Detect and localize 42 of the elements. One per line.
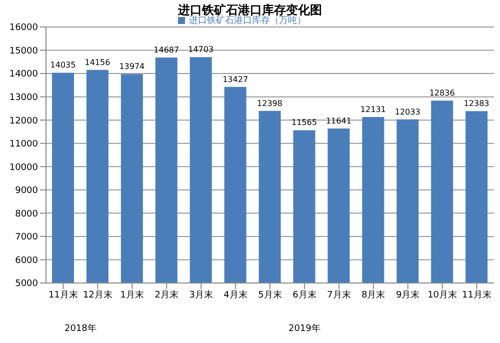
x-tick-label: 7月末	[327, 289, 351, 300]
y-tick-label: 8000	[15, 209, 38, 220]
data-label: 12398	[257, 98, 282, 108]
data-label: 12131	[360, 105, 386, 114]
data-label: 12383	[464, 99, 490, 108]
data-label: 11641	[326, 116, 352, 126]
x-tick-label: 5月末	[258, 289, 282, 300]
y-tick-label: 9000	[15, 186, 38, 196]
legend-label: 进口铁矿石港口库存（万吨）	[189, 16, 306, 26]
text: 2018年	[64, 322, 98, 335]
data-label: 14703	[188, 45, 214, 54]
y-tick-label: 7000	[15, 232, 38, 243]
x-tick-label: 2月末	[154, 289, 178, 300]
data-label: 14035	[50, 60, 76, 70]
y-tick-label: 12000	[9, 116, 38, 126]
y-tick-label: 11000	[9, 140, 38, 150]
y-tick-label: 16000	[9, 23, 38, 34]
x-tick-label: 10月末	[428, 289, 458, 300]
data-label: 14687	[154, 46, 180, 55]
x-tick-label: 11月末	[462, 289, 492, 300]
y-tick-label: 15000	[9, 46, 38, 56]
y-tick-label: 13000	[9, 93, 38, 104]
data-label: 13427	[222, 74, 248, 84]
y-tick-label: 6000	[15, 256, 38, 266]
x-tick-label: 9月末	[396, 289, 420, 300]
data-label: 13974	[119, 62, 145, 72]
x-tick-label: 4月末	[224, 289, 248, 300]
text: 2019年	[288, 322, 322, 335]
data-label: 14156	[84, 58, 110, 67]
x-tick-label: 8月末	[362, 289, 386, 300]
data-label: 12033	[394, 107, 420, 116]
data-label: 12836	[429, 88, 455, 98]
y-tick-label: 14000	[9, 70, 38, 80]
x-tick-label: 12月末	[82, 289, 112, 300]
x-tick-label: 3月末	[189, 289, 213, 300]
x-tick-label: 6月末	[292, 289, 316, 300]
y-tick-label: 5000	[15, 279, 38, 290]
chart-title: 进口铁矿石港口库存变化图	[176, 2, 323, 17]
data-label: 11565	[292, 118, 317, 128]
y-tick-label: 10000	[9, 162, 38, 173]
x-tick-label: 1月末	[120, 289, 144, 300]
x-tick-label: 11月末	[48, 289, 78, 300]
